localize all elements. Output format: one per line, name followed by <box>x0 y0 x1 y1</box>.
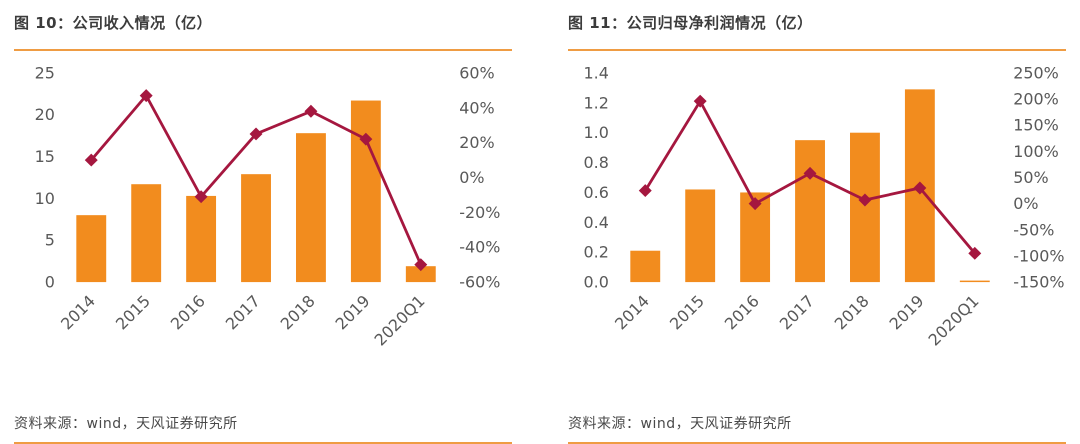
revenue-panel: 图 10：公司收入情况（亿） 0 5 10 15 20 25 -60% -40% -20% 0% 2… <box>14 0 512 444</box>
bar <box>630 250 661 283</box>
left-axis-tick: 0.8 <box>584 153 609 172</box>
bar <box>795 140 825 283</box>
right-axis-tick: 0% <box>459 168 484 187</box>
right-axis-tick: -40% <box>459 238 500 257</box>
x-axis-label: 2015 <box>112 291 154 333</box>
right-axis-tick: 250% <box>1013 63 1059 82</box>
x-axis-label: 2018 <box>277 291 319 333</box>
left-axis-tick: 0.4 <box>584 213 609 232</box>
line-marker <box>304 104 318 118</box>
right-axis-tick: -100% <box>1013 246 1064 265</box>
right-axis-tick: -60% <box>459 273 500 292</box>
net-profit-panel: 图 11：公司归母净利润情况（亿） 0.0 0.2 0.4 0.6 0.8 1.0 1.2 1… <box>568 0 1066 444</box>
line-marker <box>803 166 817 180</box>
divider-top <box>568 49 1066 51</box>
left-axis-tick: 0.0 <box>584 273 609 292</box>
right-axis-tick: 200% <box>1013 90 1059 109</box>
right-axis-tick: 50% <box>1013 168 1048 187</box>
left-axis-tick: 1.0 <box>584 123 609 142</box>
right-axis-tick: 100% <box>1013 142 1059 161</box>
revenue-chart: 0 5 10 15 20 25 -60% -40% -20% 0% 20% 40% 60% 2014 201… <box>35 63 501 349</box>
x-axis-label: 2018 <box>831 291 873 333</box>
x-axis-label: 2020Q1 <box>370 291 428 349</box>
right-axis-tick: -50% <box>1013 220 1054 239</box>
right-axis-tick: -150% <box>1013 273 1064 292</box>
x-axis-label: 2020Q1 <box>924 291 982 349</box>
divider-bottom <box>568 442 1066 444</box>
line-marker <box>693 94 707 108</box>
x-axis-label: 2017 <box>776 291 818 333</box>
left-axis-tick: 20 <box>35 105 55 124</box>
right-axis-tick: 0% <box>1013 194 1038 213</box>
left-axis-tick: 1.4 <box>584 63 609 82</box>
bar <box>850 132 880 283</box>
bar <box>296 133 326 283</box>
left-axis-tick: 10 <box>35 189 55 208</box>
bar <box>405 266 436 283</box>
right-axis-tick: -20% <box>459 203 500 222</box>
bar <box>959 280 990 283</box>
source-note: 资料来源：wind，天风证券研究所 <box>568 416 792 432</box>
divider-bottom <box>14 442 512 444</box>
net-profit-chart: 0.0 0.2 0.4 0.6 0.8 1.0 1.2 1.4 -150% -100% -50% 0%… <box>584 63 1065 349</box>
x-axis-label: 2015 <box>666 291 708 333</box>
bar <box>131 184 162 283</box>
right-axis-tick: 40% <box>459 98 494 117</box>
bar <box>685 189 716 283</box>
bar <box>76 215 107 283</box>
line-marker <box>249 127 263 141</box>
left-axis-tick: 0.2 <box>584 243 609 262</box>
x-axis-label: 2016 <box>721 291 763 333</box>
left-axis-tick: 0.6 <box>584 183 609 202</box>
left-axis-tick: 5 <box>45 231 55 250</box>
right-axis-tick: 20% <box>459 133 494 152</box>
line-marker <box>139 89 153 103</box>
left-axis-tick: 1.2 <box>584 93 609 112</box>
x-axis-label: 2014 <box>57 291 99 333</box>
x-axis-label: 2019 <box>332 291 374 333</box>
x-axis-label: 2019 <box>886 291 928 333</box>
bar <box>241 174 271 283</box>
bar <box>350 100 381 283</box>
line-marker <box>638 184 652 198</box>
line-marker <box>414 258 428 272</box>
left-axis-tick: 15 <box>35 147 55 166</box>
x-axis-label: 2016 <box>167 291 209 333</box>
line-marker <box>968 246 982 260</box>
line-marker <box>194 190 208 204</box>
x-axis-label: 2017 <box>222 291 264 333</box>
left-axis-tick: 25 <box>35 63 55 82</box>
line-marker <box>359 132 373 146</box>
line-marker <box>84 153 98 167</box>
chart-title-revenue: 图 10：公司收入情况（亿） <box>14 14 213 32</box>
divider-top <box>14 49 512 51</box>
source-note: 资料来源：wind，天风证券研究所 <box>14 416 238 432</box>
line-marker <box>913 181 927 195</box>
chart-title-net-profit: 图 11：公司归母净利润情况（亿） <box>568 14 813 32</box>
left-axis-tick: 0 <box>45 273 55 292</box>
x-axis-label: 2014 <box>611 291 653 333</box>
right-axis-tick: 150% <box>1013 116 1059 135</box>
bar <box>186 195 217 283</box>
right-axis-tick: 60% <box>459 63 494 82</box>
